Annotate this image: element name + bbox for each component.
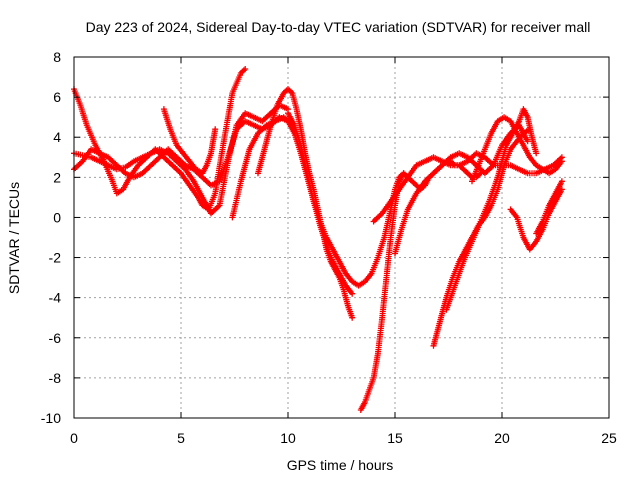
y-tick-label: 0 xyxy=(53,209,61,225)
x-axis-label: GPS time / hours xyxy=(287,457,394,473)
y-tick-label: -2 xyxy=(49,250,62,266)
data-points xyxy=(370,150,565,225)
data-points xyxy=(160,106,219,177)
data-points xyxy=(285,118,356,297)
x-tick-label: 15 xyxy=(387,430,403,446)
data-points xyxy=(430,126,533,349)
data-points xyxy=(469,114,565,185)
y-tick-label: 2 xyxy=(53,169,61,185)
series-track-8 xyxy=(285,118,356,297)
x-tick-label: 0 xyxy=(70,430,78,446)
series-track-11 xyxy=(370,150,565,225)
series-track-9 xyxy=(357,158,484,413)
y-tick-label: 4 xyxy=(53,129,61,145)
series-track-14 xyxy=(469,114,565,185)
series-track-13 xyxy=(443,106,540,313)
y-tick-label: 8 xyxy=(53,49,61,65)
ticks: 0 5 10 15 20 25 -10 -8 -6 -4 -2 0 2 4 6 8 xyxy=(41,49,617,446)
x-tick-label: 5 xyxy=(177,430,185,446)
series-layer xyxy=(71,66,565,413)
data-points xyxy=(443,106,540,313)
data-points xyxy=(357,158,484,413)
series-track-6 xyxy=(255,86,356,321)
x-tick-label: 10 xyxy=(280,430,296,446)
data-points xyxy=(533,178,565,237)
series-track-15 xyxy=(507,186,565,253)
data-points xyxy=(507,186,565,253)
y-tick-label: -6 xyxy=(49,330,62,346)
data-points xyxy=(255,86,356,321)
y-tick-label: -10 xyxy=(41,410,61,426)
chart-title: Day 223 of 2024, Sidereal Day-to-day VTE… xyxy=(86,19,591,35)
series-track-4 xyxy=(160,106,219,177)
y-tick-label: 6 xyxy=(53,89,61,105)
x-tick-label: 25 xyxy=(601,430,617,446)
series-track-16 xyxy=(533,178,565,237)
plot-frame xyxy=(73,56,610,419)
y-tick-label: -8 xyxy=(49,370,62,386)
grid xyxy=(74,57,609,418)
series-track-12 xyxy=(430,126,533,349)
x-tick-label: 20 xyxy=(494,430,510,446)
y-axis-label: SDTVAR / TECUs xyxy=(6,182,22,294)
y-tick-label: -4 xyxy=(49,290,62,306)
